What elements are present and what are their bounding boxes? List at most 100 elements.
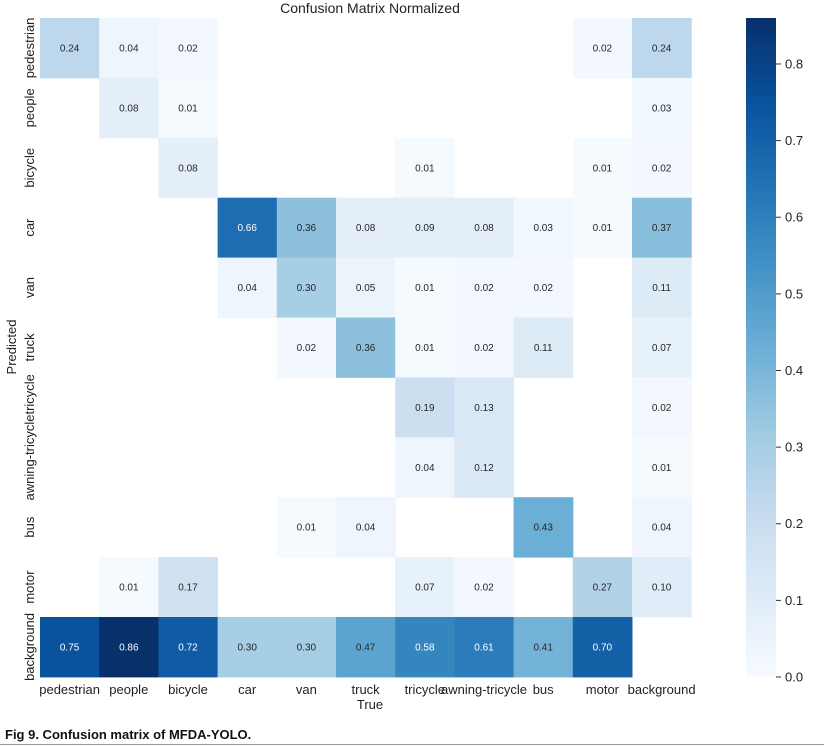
- heatmap-cell-label: 0.86: [119, 642, 139, 653]
- heatmap-cell-label: 0.04: [652, 523, 672, 534]
- heatmap-cell: [395, 557, 455, 618]
- y-tick-label: van: [22, 277, 37, 298]
- heatmap-cell: [513, 317, 574, 378]
- heatmap-cell-label: 0.01: [119, 583, 139, 594]
- x-tick-label: van: [296, 682, 317, 697]
- heatmap-cell-label: 0.61: [474, 642, 494, 653]
- heatmap-cell-label: 0.04: [119, 43, 139, 54]
- heatmap-cell-label: 0.30: [297, 642, 317, 653]
- y-axis-label: Predicted: [4, 320, 19, 375]
- x-tick-label: background: [628, 682, 696, 697]
- heatmap-cell: [336, 317, 396, 378]
- heatmap-cell-label: 0.10: [652, 583, 672, 594]
- heatmap-cell: [217, 257, 278, 318]
- heatmap-cell: [217, 617, 278, 678]
- heatmap-cell: [632, 137, 692, 199]
- x-tick-label: truck: [352, 682, 381, 697]
- heatmap-cell: [158, 77, 219, 139]
- heatmap-cell: [572, 137, 633, 199]
- x-tick-label: tricycle: [405, 682, 445, 697]
- heatmap-cell: [395, 317, 455, 378]
- heatmap-cell-label: 0.08: [119, 103, 139, 114]
- colorbar-tick-label: 0.6: [785, 210, 803, 225]
- heatmap-cell: [513, 617, 574, 678]
- heatmap-cell-label: 0.05: [356, 283, 376, 294]
- heatmap-cell-label: 0.08: [474, 223, 494, 234]
- heatmap-cell-label: 0.07: [652, 343, 672, 354]
- x-tick-label: people: [109, 682, 148, 697]
- colorbar-tick-label: 0.4: [785, 363, 803, 378]
- y-tick-label: bicycle: [22, 148, 37, 188]
- heatmap-cell-label: 0.11: [652, 283, 671, 294]
- colorbar-tick-label: 0.2: [785, 516, 803, 531]
- heatmap-cell: [572, 557, 633, 618]
- heatmap-cell: [158, 137, 219, 199]
- heatmap-cell-label: 0.72: [178, 642, 198, 653]
- heatmap-cell: [454, 317, 515, 378]
- heatmap-cell: [40, 617, 100, 678]
- heatmap-cell-label: 0.01: [415, 163, 435, 174]
- colorbar: [746, 18, 776, 677]
- heatmap-cell: [454, 377, 515, 438]
- x-tick-label: car: [238, 682, 257, 697]
- heatmap-cell: [632, 197, 692, 259]
- heatmap-cell: [336, 617, 396, 678]
- colorbar-ticks: 0.0 0.1 0.2 0.3 0.4 0.5 0.6 0.7 0.8: [776, 56, 803, 685]
- colorbar-tick-label: 0.1: [785, 593, 803, 608]
- x-tick-label: bus: [533, 682, 554, 697]
- heatmap-cell-label: 0.08: [356, 223, 376, 234]
- heatmap-cell: [632, 317, 692, 378]
- heatmap-cell: [336, 497, 396, 558]
- heatmap-cell: [454, 197, 515, 259]
- heatmap-cell-label: 0.04: [356, 523, 376, 534]
- heatmap-cell: [632, 557, 692, 618]
- heatmap-cell: [99, 617, 159, 678]
- heatmap-cell: [454, 257, 515, 318]
- heatmap-cell-label: 0.02: [533, 283, 553, 294]
- x-tick-label: pedestrian: [39, 682, 100, 697]
- heatmap-cell: [454, 557, 515, 618]
- heatmap-cell-label: 0.02: [474, 283, 494, 294]
- heatmap-cell-label: 0.01: [593, 163, 613, 174]
- heatmap-cell-label: 0.12: [474, 463, 494, 474]
- heatmap-cell-label: 0.41: [533, 642, 553, 653]
- colorbar-tick-label: 0.8: [785, 56, 803, 71]
- heatmap-cell-label: 0.13: [474, 403, 494, 414]
- heatmap-cell-label: 0.02: [652, 403, 672, 414]
- heatmap-cell: [158, 18, 219, 79]
- heatmap-cell-label: 0.01: [297, 523, 317, 534]
- heatmap-cell: [513, 497, 574, 558]
- x-tick-label: bicycle: [168, 682, 208, 697]
- heatmap-cell: [632, 77, 692, 139]
- heatmap-cell-label: 0.27: [593, 583, 613, 594]
- heatmap-cell-label: 0.02: [297, 343, 317, 354]
- heatmap-cell: [276, 617, 337, 678]
- heatmap-cell: [99, 557, 159, 618]
- y-tick-label: car: [22, 218, 37, 237]
- heatmap-cell: [632, 437, 692, 498]
- heatmap-cell-label: 0.09: [415, 223, 435, 234]
- heatmap-cell-label: 0.70: [593, 642, 613, 653]
- heatmap-cell-label: 0.58: [415, 642, 435, 653]
- heatmap-cell-label: 0.03: [652, 103, 672, 114]
- heatmap-cell-label: 0.66: [237, 223, 257, 234]
- heatmap-cell: [276, 317, 337, 378]
- heatmap-cell: [513, 257, 574, 318]
- heatmap-cell: [632, 497, 692, 558]
- heatmap-cell: [217, 197, 278, 259]
- heatmap-cell-label: 0.24: [652, 43, 672, 54]
- x-tick-label: motor: [586, 682, 620, 697]
- heatmap-cell: [99, 77, 159, 139]
- heatmap-cell-label: 0.75: [60, 642, 80, 653]
- colorbar-tick-label: 0.0: [785, 670, 803, 685]
- heatmap-cell-label: 0.43: [533, 523, 553, 534]
- heatmap-cell-label: 0.30: [237, 642, 257, 653]
- heatmap-cell: [572, 617, 633, 678]
- y-tick-label: awning-tricycletricycle: [22, 374, 37, 500]
- y-tick-label: motor: [22, 570, 37, 604]
- colorbar-tick-label: 0.5: [785, 286, 803, 301]
- y-tick-label: bus: [22, 516, 37, 537]
- y-tick-label: people: [22, 88, 37, 127]
- heatmap-cell: [336, 257, 396, 318]
- heatmap-cell-label: 0.47: [356, 642, 376, 653]
